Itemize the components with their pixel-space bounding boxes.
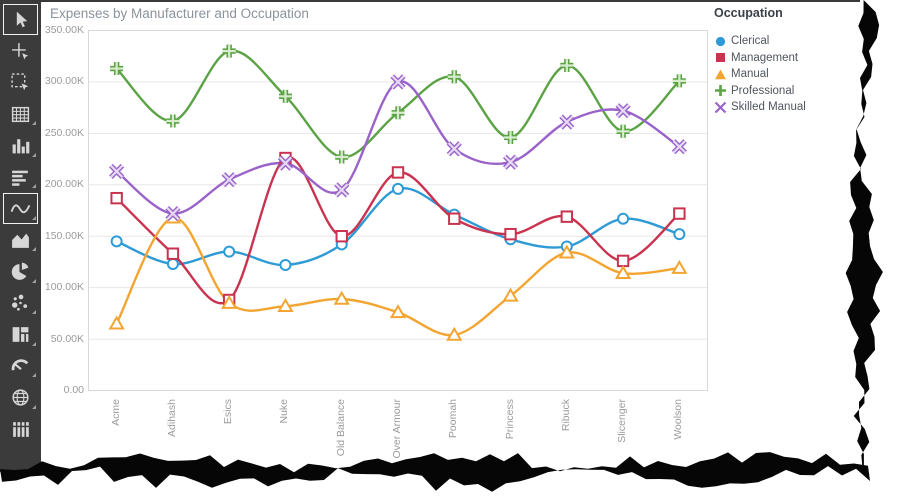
legend-item-professional[interactable]: Professional	[714, 83, 806, 100]
dropdown-arrow-icon	[32, 278, 36, 283]
toolbox-item-crosshair-pointer[interactable]	[0, 36, 41, 68]
y-axis-tick-label: 300.00K	[44, 75, 84, 88]
series-markers-manual	[108, 209, 688, 341]
legend-item-label: Skilled Manual	[731, 101, 806, 114]
toolbox-item-column-chart[interactable]	[0, 130, 41, 162]
chart-toolbox	[0, 0, 41, 472]
legend-item-label: Professional	[731, 84, 795, 97]
dropdown-arrow-icon	[32, 152, 36, 157]
dropdown-arrow-icon	[32, 341, 36, 346]
globe-icon	[12, 389, 29, 406]
dropdown-arrow-icon	[32, 404, 36, 409]
y-axis-tick-label: 100.00K	[44, 281, 84, 294]
x-axis-category-label: Adihash	[165, 399, 178, 437]
x-axis-category-label: Woolson	[672, 399, 685, 440]
legend-marker-triangle-icon	[715, 69, 726, 79]
toolbox-item-pie-chart[interactable]	[0, 256, 41, 288]
dropdown-arrow-icon	[32, 215, 36, 220]
x-axis-category-label: Slicenger	[616, 399, 629, 443]
legend-title: Occupation	[714, 6, 783, 20]
toolbox-item-scatter-chart[interactable]	[0, 288, 41, 320]
x-axis-category-label: Old Balance	[334, 399, 347, 457]
legend-item-management[interactable]: Management	[714, 50, 806, 67]
pie-chart-icon	[11, 262, 29, 281]
x-axis-category-label: Over Armour	[391, 399, 403, 459]
dropdown-arrow-icon	[32, 310, 36, 314]
series-line-professional	[115, 49, 681, 159]
legend-item-label: Manual	[731, 68, 769, 81]
x-axis-category-label: Esics	[222, 399, 235, 425]
series-markers-professional	[110, 44, 686, 164]
legend-marker-circle-icon	[715, 36, 726, 46]
toolbox-item-spline-chart[interactable]	[0, 193, 41, 225]
dropdown-arrow-icon	[32, 184, 36, 188]
legend-marker-plus-icon	[715, 85, 726, 97]
toolbox-item-pointer-tool[interactable]	[0, 4, 41, 36]
legend-marker-square-icon	[716, 53, 725, 63]
legend-item-skilled-manual[interactable]: Skilled Manual	[714, 99, 806, 116]
legend-item-manual[interactable]: Manual	[714, 66, 806, 83]
toolbox-item-globe[interactable]	[0, 382, 41, 414]
pointer-tool-icon	[16, 11, 28, 28]
treemap-icon	[12, 327, 29, 343]
series-line-management	[115, 156, 681, 305]
toolbox-item-range-bar[interactable]	[0, 414, 41, 446]
legend-panel: Occupation Clerical Management Manual Profe…	[714, 6, 806, 116]
x-axis-category-label: Ribuck	[559, 399, 572, 432]
x-axis-category-label: Acme	[109, 399, 122, 426]
toolbox-item-marquee-select[interactable]	[0, 67, 41, 99]
series-markers-clerical	[110, 182, 686, 272]
toolbox-item-grid[interactable]	[0, 99, 41, 131]
window-top-border	[0, 0, 860, 2]
column-chart-icon	[12, 139, 30, 154]
area-chart-icon	[12, 233, 29, 248]
dropdown-arrow-icon	[32, 121, 36, 125]
series-markers-skilled-manual	[109, 74, 687, 222]
gauge-icon	[11, 359, 29, 371]
marquee-select-icon	[11, 73, 29, 91]
legend-item-clerical[interactable]: Clerical	[714, 33, 806, 50]
dropdown-arrow-icon	[32, 373, 36, 377]
range-bar-icon	[13, 421, 29, 437]
x-axis-category-label: Poomah	[447, 399, 460, 439]
chart-title: Expenses by Manufacturer and Occupation	[50, 6, 309, 21]
toolbox-item-gauge[interactable]	[0, 351, 41, 383]
toolbox-item-horizontal-bar[interactable]	[0, 162, 41, 194]
y-axis-tick-label: 250.00K	[44, 126, 84, 139]
crosshair-pointer-icon	[12, 42, 29, 60]
y-axis-tick-label: 0.00	[63, 384, 84, 396]
series-markers-management	[110, 151, 686, 307]
toolbox-item-treemap[interactable]	[0, 319, 41, 351]
x-axis-category-label: Princess	[503, 399, 516, 440]
legend-item-label: Clerical	[731, 35, 770, 48]
grid-icon	[11, 106, 30, 122]
dropdown-arrow-icon	[32, 247, 36, 251]
x-axis-category-label: Nuke	[278, 399, 291, 424]
legend-marker-x-icon	[714, 101, 727, 114]
y-axis-tick-label: 200.00K	[44, 178, 84, 191]
y-axis-tick-label: 50.00K	[50, 332, 84, 345]
series-line-manual	[115, 216, 680, 337]
horizontal-bar-icon	[12, 170, 28, 186]
y-axis-tick-label: 350.00K	[44, 24, 84, 36]
y-axis-tick-label: 150.00K	[44, 229, 84, 242]
toolbox-item-area-chart[interactable]	[0, 225, 41, 257]
spline-chart-icon	[10, 204, 31, 214]
scatter-chart-icon	[11, 294, 28, 311]
legend-item-label: Management	[731, 51, 799, 64]
